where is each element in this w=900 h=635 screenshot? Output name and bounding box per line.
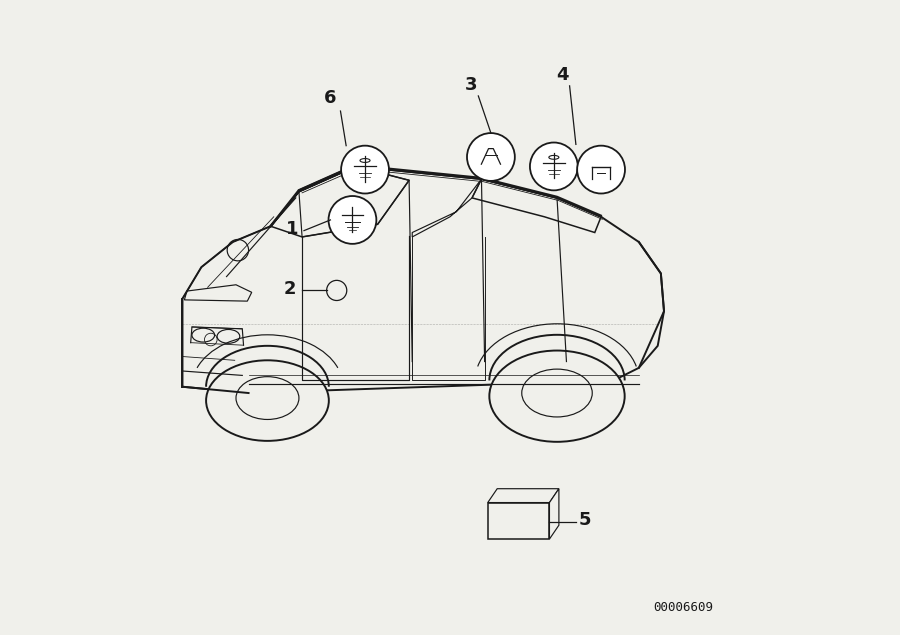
Text: 5: 5 bbox=[579, 511, 591, 529]
Text: 6: 6 bbox=[324, 90, 337, 107]
Text: 4: 4 bbox=[556, 65, 568, 84]
Circle shape bbox=[328, 196, 376, 244]
Ellipse shape bbox=[206, 360, 328, 441]
Circle shape bbox=[467, 133, 515, 181]
FancyBboxPatch shape bbox=[488, 502, 550, 539]
Circle shape bbox=[341, 145, 389, 194]
Text: 1: 1 bbox=[286, 220, 299, 238]
Circle shape bbox=[530, 142, 578, 190]
Text: 2: 2 bbox=[284, 279, 296, 298]
Circle shape bbox=[577, 145, 625, 194]
Polygon shape bbox=[550, 489, 559, 539]
Polygon shape bbox=[488, 489, 559, 502]
Text: 00006609: 00006609 bbox=[652, 601, 713, 613]
Text: 3: 3 bbox=[464, 76, 477, 93]
Ellipse shape bbox=[490, 351, 625, 442]
